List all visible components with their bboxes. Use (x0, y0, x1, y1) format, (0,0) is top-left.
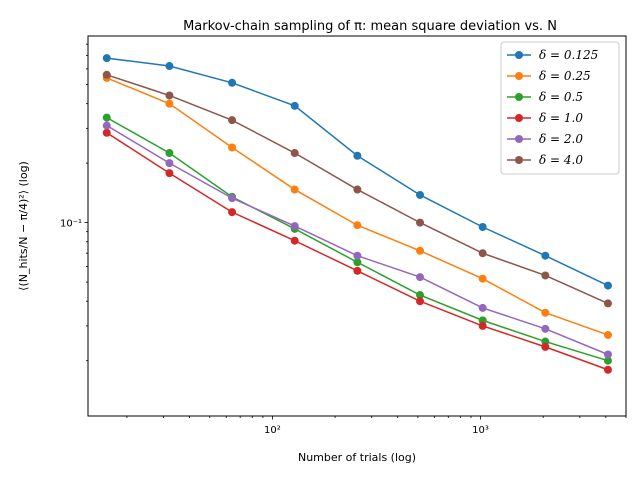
plot-frame (87, 35, 627, 417)
data-point-5-2 (228, 116, 237, 125)
data-point-4-6 (478, 303, 487, 312)
data-point-5-4 (353, 185, 362, 194)
data-point-1-8 (603, 330, 612, 339)
data-point-0-6 (478, 223, 487, 232)
legend-marker-4 (515, 135, 523, 143)
data-point-3-4 (353, 266, 362, 275)
data-point-1-4 (353, 221, 362, 230)
plot-marks (102, 54, 612, 374)
legend-frame (500, 41, 620, 175)
data-point-3-7 (541, 342, 550, 351)
legend-marker-5 (515, 156, 523, 164)
legend-marker-2 (515, 93, 523, 101)
data-point-4-1 (165, 159, 174, 168)
legend-marker-3 (515, 114, 523, 122)
data-point-4-5 (416, 273, 425, 282)
data-point-4-2 (228, 194, 237, 203)
data-point-5-0 (102, 70, 111, 79)
data-point-0-3 (290, 101, 299, 110)
data-point-4-8 (603, 350, 612, 359)
x-axis-ticks: 10² 10³ (126, 416, 627, 436)
data-point-4-7 (541, 324, 550, 333)
data-point-1-7 (541, 308, 550, 317)
x-axis-label: Number of trials (log) (298, 451, 416, 464)
data-point-3-2 (228, 208, 237, 217)
data-point-4-3 (290, 222, 299, 231)
data-point-0-2 (228, 78, 237, 87)
legend-label-4: δ = 2.0 (539, 132, 583, 146)
data-point-2-8 (603, 356, 612, 365)
data-point-5-6 (478, 249, 487, 258)
data-point-3-8 (603, 365, 612, 374)
data-point-2-4 (353, 258, 362, 267)
legend-label-1: δ = 0.25 (539, 69, 591, 83)
data-point-3-0 (102, 128, 111, 137)
x-tick-label: 10³ (472, 425, 489, 436)
legend-label-2: δ = 0.5 (539, 90, 583, 104)
legend-label-5: δ = 4.0 (539, 153, 583, 167)
y-tick-label: 10⁻¹ (60, 219, 82, 230)
data-point-4-0 (102, 121, 111, 130)
data-point-2-1 (165, 149, 174, 158)
legend-marker-0 (515, 51, 523, 59)
chart-title: Markov-chain sampling of π: mean square … (183, 19, 557, 34)
data-point-0-4 (353, 151, 362, 160)
y-axis-label: ⟨(N_hits/N − π/4)²⟩ (log) (17, 161, 30, 291)
data-point-5-1 (165, 91, 174, 100)
data-point-0-5 (416, 190, 425, 199)
legend-marker-1 (515, 72, 523, 80)
data-point-1-6 (478, 274, 487, 283)
data-point-5-7 (541, 271, 550, 280)
data-point-5-3 (290, 149, 299, 158)
data-point-2-5 (416, 291, 425, 300)
data-point-2-0 (102, 113, 111, 122)
data-point-5-5 (416, 218, 425, 227)
y-axis-ticks: 10⁻¹ (60, 43, 88, 362)
data-point-2-6 (478, 316, 487, 325)
data-point-3-5 (416, 297, 425, 306)
data-point-1-3 (290, 185, 299, 194)
data-point-3-1 (165, 169, 174, 178)
x-tick-label: 10² (264, 425, 281, 436)
data-point-0-0 (102, 54, 111, 63)
legend-label-3: δ = 1.0 (539, 111, 583, 125)
data-point-0-8 (603, 281, 612, 290)
data-point-0-1 (165, 62, 174, 71)
data-point-3-3 (290, 236, 299, 245)
data-point-4-4 (353, 251, 362, 260)
data-point-1-5 (416, 246, 425, 255)
data-point-5-8 (603, 299, 612, 308)
legend: δ = 0.125 δ = 0.25 δ = 0.5 δ = 1.0 δ = 2.0 δ … (500, 41, 620, 175)
data-point-0-7 (541, 251, 550, 260)
data-point-1-2 (228, 143, 237, 152)
data-point-1-1 (165, 99, 174, 108)
data-point-3-6 (478, 321, 487, 330)
legend-label-0: δ = 0.125 (539, 48, 598, 62)
